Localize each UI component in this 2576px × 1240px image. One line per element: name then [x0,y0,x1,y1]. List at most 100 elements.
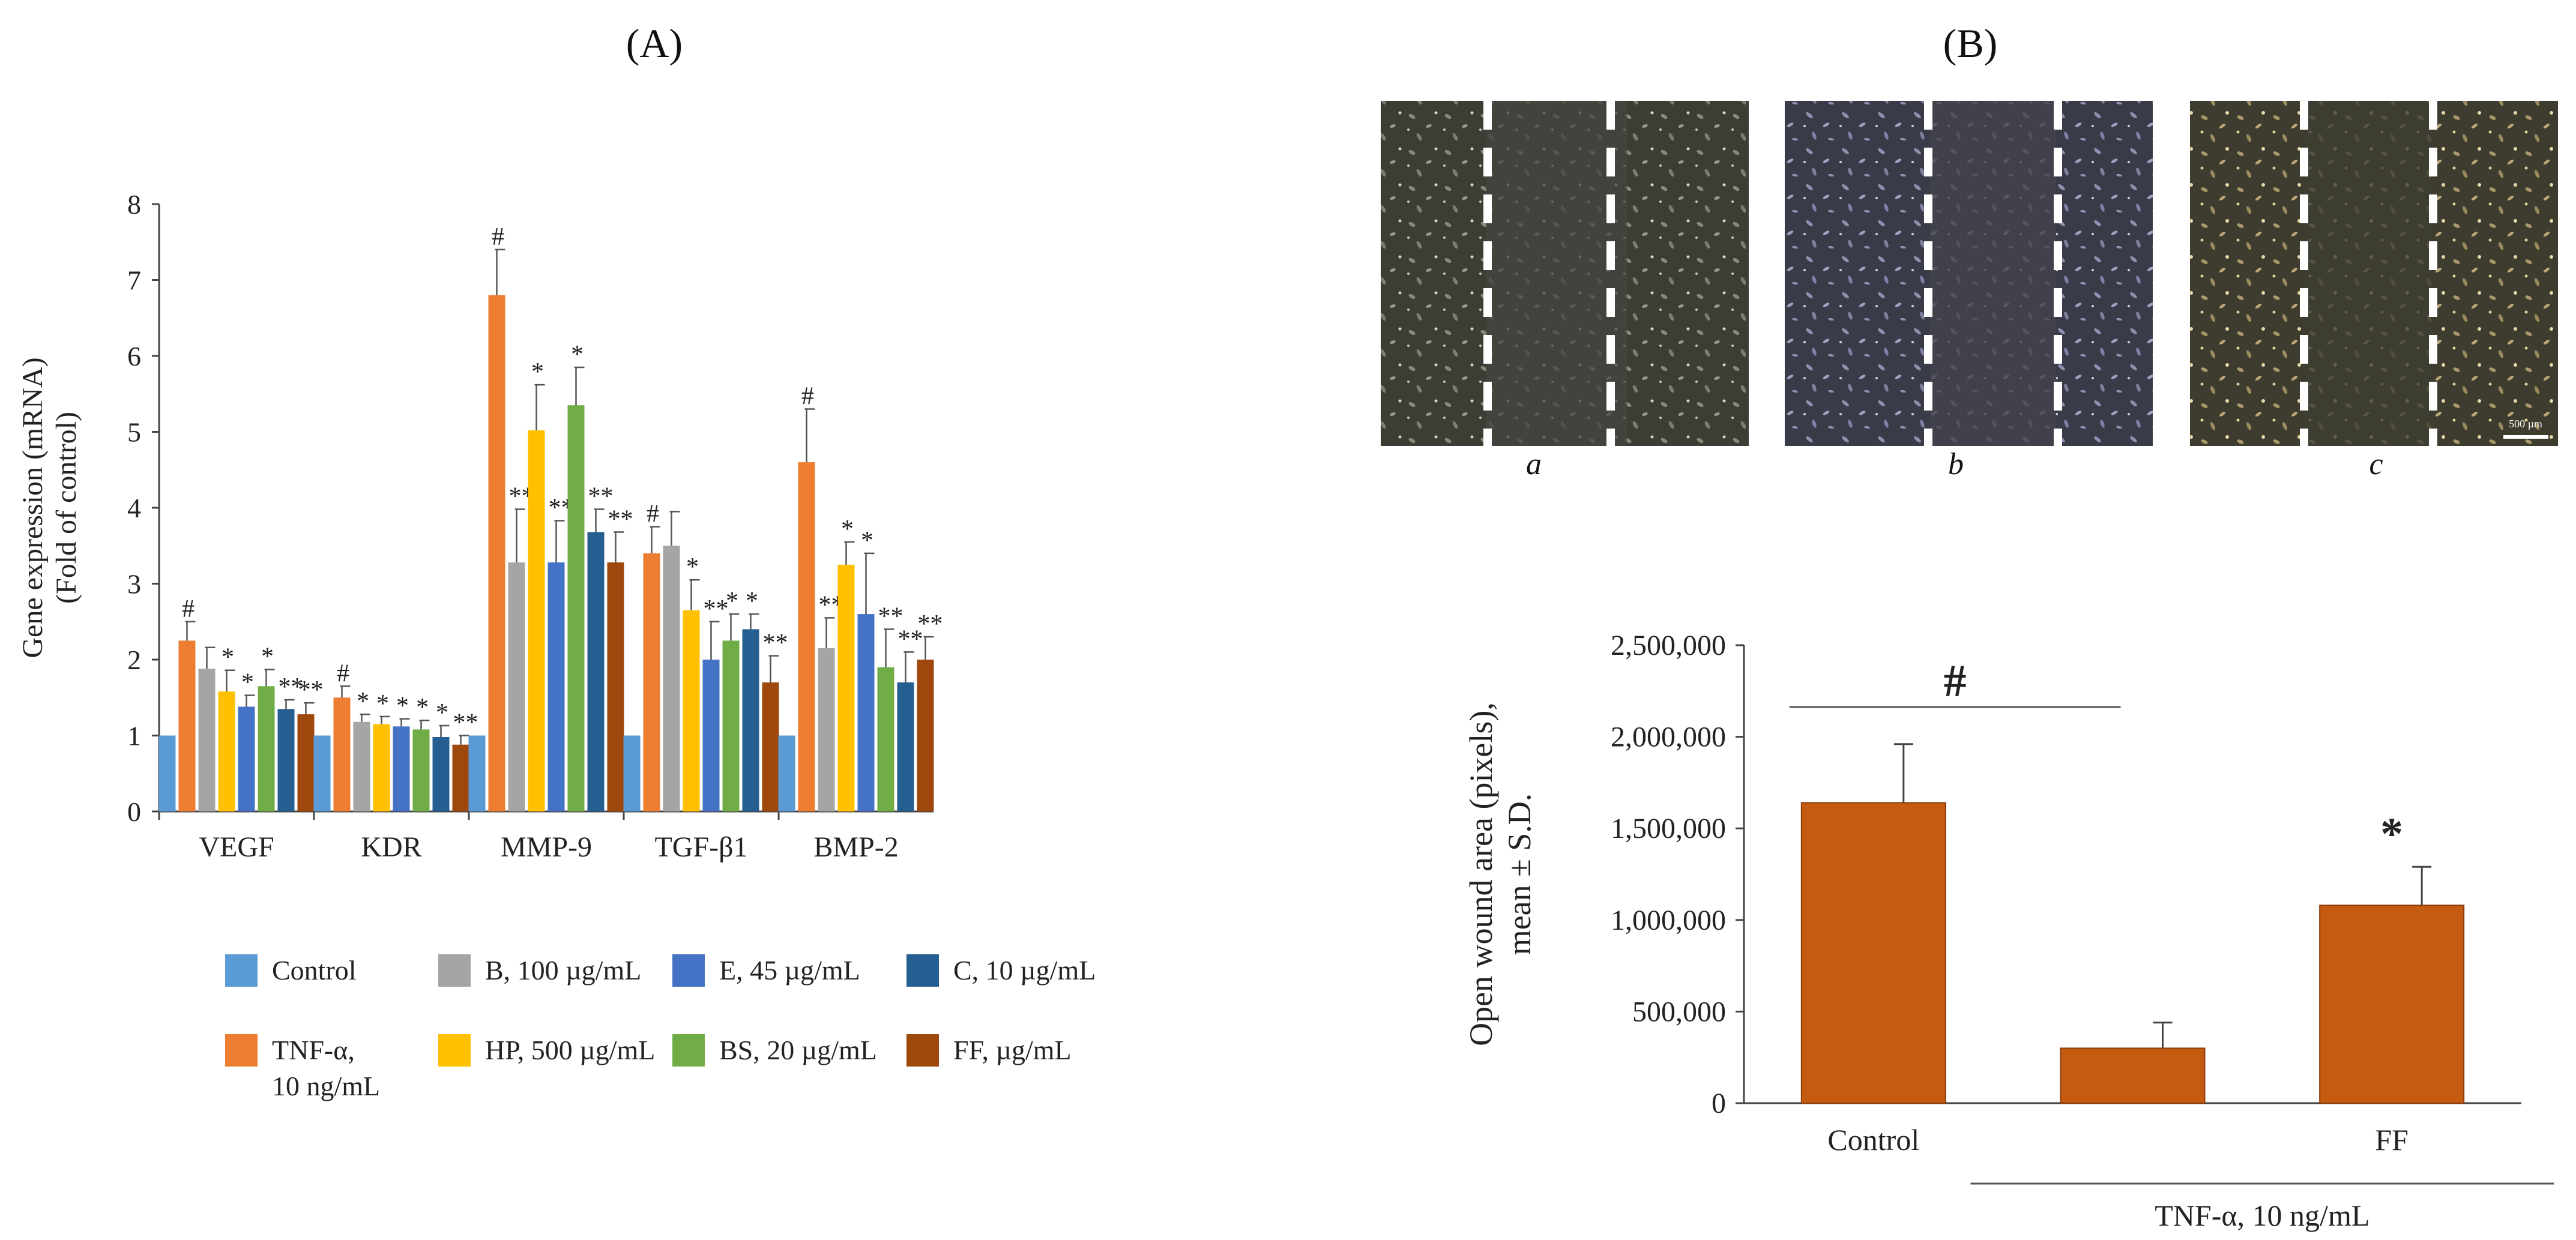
legend-label: HP, 500 µg/mL [485,1035,655,1065]
significance-mark: * [436,699,448,727]
bar [722,640,740,811]
bar [623,735,641,811]
scale-bar-label: 500 µm [2509,418,2542,430]
significance-mark: ** [298,676,324,704]
significance-mark: * [396,693,409,720]
bar [432,737,450,811]
x-tick-label: TGF-β1 [654,831,747,863]
significance-mark: ** [704,595,729,623]
y-tick-label: 2 [127,645,141,675]
x-tick-label: MMP-9 [501,831,592,863]
bar [683,610,700,811]
legend-swatch [906,954,939,987]
bar [198,669,216,811]
bar [798,462,815,811]
significance-mark: * [861,527,873,555]
legend-label: Control [272,955,357,986]
legend-label: TNF-α, [272,1035,355,1065]
photo-label-a: a [1526,447,1542,481]
bar [452,744,469,811]
significance-mark: * [222,644,234,672]
bar [663,546,680,811]
y-tick-label: 6 [127,341,141,372]
bar [468,735,486,811]
panel-label-a: (A) [626,20,683,66]
x-tick-label: VEGF [199,831,274,863]
legend-swatch [225,954,258,987]
legend-swatch [672,1034,705,1067]
micrograph-c: 500 µm [2190,101,2558,446]
significance-mark: * [2380,808,2403,859]
significance-mark: ** [763,630,788,657]
gene-expression-legend: Control B, 100 µg/mL E, 45 µg/mL C, 10 µg/m… [225,954,1096,1101]
bar [857,614,875,811]
legend-label: C, 10 µg/mL [953,955,1096,986]
bar [353,721,370,811]
bar [508,562,525,811]
y-tick-label: 8 [127,189,141,220]
legend-label: E, 45 µg/mL [719,955,860,986]
bar [373,724,390,811]
bar [762,682,779,811]
bar [238,706,255,811]
significance-mark: * [241,669,254,696]
y-tick-label: 1 [127,721,141,751]
bar [742,629,759,811]
legend-label: 10 ng/mL [272,1071,380,1101]
significance-mark: * [261,643,274,670]
bar [547,562,565,811]
significance-mark: ** [279,673,304,701]
y-axis-label-line: Open wound area (pixels), [1463,702,1499,1046]
photo-label-b: b [1948,447,1964,481]
y-axis-label: Open wound area (pixels),mean ± S.D. [1463,702,1537,1046]
y-tick-label: 1,000,000 [1611,904,1726,936]
bar [158,735,176,811]
significance-mark: # [647,501,659,528]
significance-mark: ** [878,603,903,630]
y-axis-label: Gene expression (mRNA)(Fold of control) [17,357,82,658]
bar [837,564,855,811]
y-tick-label: 2,500,000 [1611,630,1726,661]
significance-mark: ** [898,625,923,653]
significance-mark: * [376,690,389,718]
bar [277,709,295,811]
y-tick-label: 4 [127,493,141,523]
bar [393,726,410,811]
bar [2319,904,2465,1104]
legend-swatch [438,1034,471,1067]
significance-mark: * [571,341,584,369]
bracket-mark: # [1944,656,1967,706]
y-tick-label: 5 [127,417,141,448]
y-tick-label: 0 [127,796,141,827]
significance-mark: ** [918,610,943,638]
significance-mark: * [841,516,854,543]
legend-swatch [672,954,705,987]
y-tick-label: 1,500,000 [1611,813,1726,844]
x-tick-label: KDR [361,831,421,863]
bar [917,660,934,811]
x-tick-label: FF [2375,1123,2409,1157]
photo-label-c: c [2369,447,2383,481]
significance-mark: * [726,588,738,615]
y-axis-label-line: Gene expression (mRNA) [17,357,49,658]
bar [567,405,585,811]
y-tick-label: 3 [127,569,141,600]
significance-mark: # [337,660,349,687]
significance-mark: * [416,694,429,721]
x-tick-label: Control [1827,1123,1919,1157]
bar [528,430,545,811]
micrograph-a [1381,101,1749,446]
y-tick-label: 7 [127,265,141,296]
gene-expression-chart: 0 1 2 3 4 5 6 7 8 Gene expression (mRNA)(Fold of … [17,189,943,863]
significance-mark: # [801,383,814,411]
y-axis-label-line: mean ± S.D. [1501,793,1537,956]
significance-mark: * [746,588,758,615]
bar [1800,802,1946,1104]
y-tick-label: 0 [1712,1088,1726,1119]
significance-mark: * [686,553,699,581]
legend-label: B, 100 µg/mL [485,955,641,986]
bar [178,640,196,811]
micrograph-b [1785,101,2153,446]
bar [258,686,275,811]
